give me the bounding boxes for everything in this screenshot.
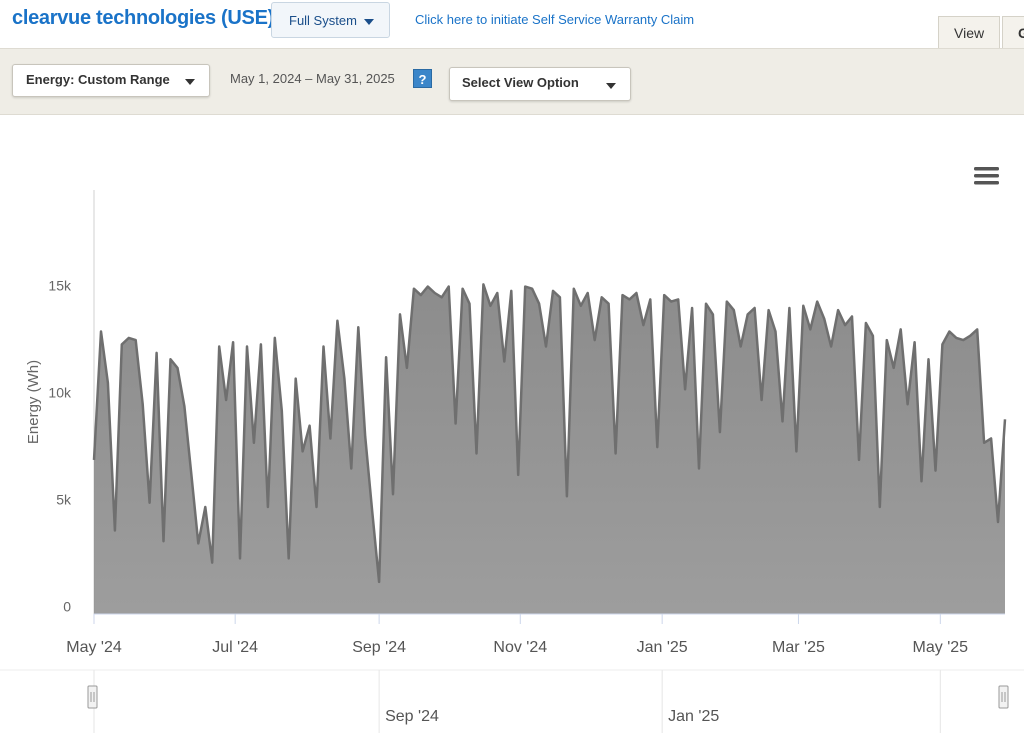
x-tick-label: Sep '24	[352, 639, 406, 656]
handle-box	[87, 685, 98, 709]
y-tick-label: 5k	[56, 492, 72, 508]
tab[interactable]: View	[938, 16, 1000, 49]
caret	[185, 79, 195, 85]
x-tick-label: Jul '24	[212, 639, 258, 656]
menu-bar	[974, 174, 999, 178]
system-button-label: Full System	[289, 13, 357, 28]
header: clearvue technologies (USE) Full System …	[0, 0, 1024, 49]
line	[92, 283, 1007, 584]
tab-label: View	[954, 25, 985, 41]
x-tick-label: May '24	[66, 639, 122, 656]
view-select[interactable]: Select View Option	[449, 67, 631, 101]
help-button[interactable]: ?	[413, 69, 432, 88]
caret	[364, 19, 374, 25]
view-select-label: Select View Option	[462, 75, 579, 90]
y-tick-label: 10k	[48, 385, 72, 401]
tab[interactable]: G	[1002, 16, 1024, 49]
toolbar: Energy: Custom Range May 1, 2024 – May 3…	[0, 48, 1024, 115]
y-tick-label: 0	[63, 599, 71, 615]
menu-bar	[974, 181, 999, 185]
area	[94, 284, 1005, 614]
warranty-link[interactable]: Click here to initiate Self Service Warr…	[415, 12, 695, 27]
chart: Energy (Wh) 0 5k 10k 15k May '24 Jul '24 Sep '…	[0, 167, 1024, 733]
x-tick-label: May '25	[913, 639, 969, 656]
energy-select[interactable]: Energy: Custom Range	[12, 64, 210, 97]
tab-label: G	[1018, 25, 1024, 41]
date-range: May 1, 2024 – May 31, 2025	[230, 71, 395, 86]
handle-box	[998, 685, 1009, 709]
navigator-handle[interactable]	[998, 685, 1009, 709]
navigator-bg	[0, 670, 1024, 733]
navigator-label: Jan '25	[668, 708, 719, 725]
y-axis-title: Energy (Wh)	[25, 360, 42, 444]
menu-bar	[974, 167, 999, 171]
navigator-handle[interactable]	[87, 685, 98, 709]
navigator-label: Sep '24	[385, 708, 439, 725]
x-tick-label: Nov '24	[493, 639, 547, 656]
energy-select-label: Energy: Custom Range	[26, 72, 170, 87]
x-tick-label: Mar '25	[772, 639, 825, 656]
system-button[interactable]: Full System	[271, 2, 390, 38]
x-tick-label: Jan '25	[637, 639, 688, 656]
menu-icon[interactable]	[974, 167, 999, 185]
site-title: clearvue technologies (USE)	[12, 7, 274, 29]
caret	[606, 83, 616, 89]
y-tick-label: 15k	[48, 278, 72, 294]
